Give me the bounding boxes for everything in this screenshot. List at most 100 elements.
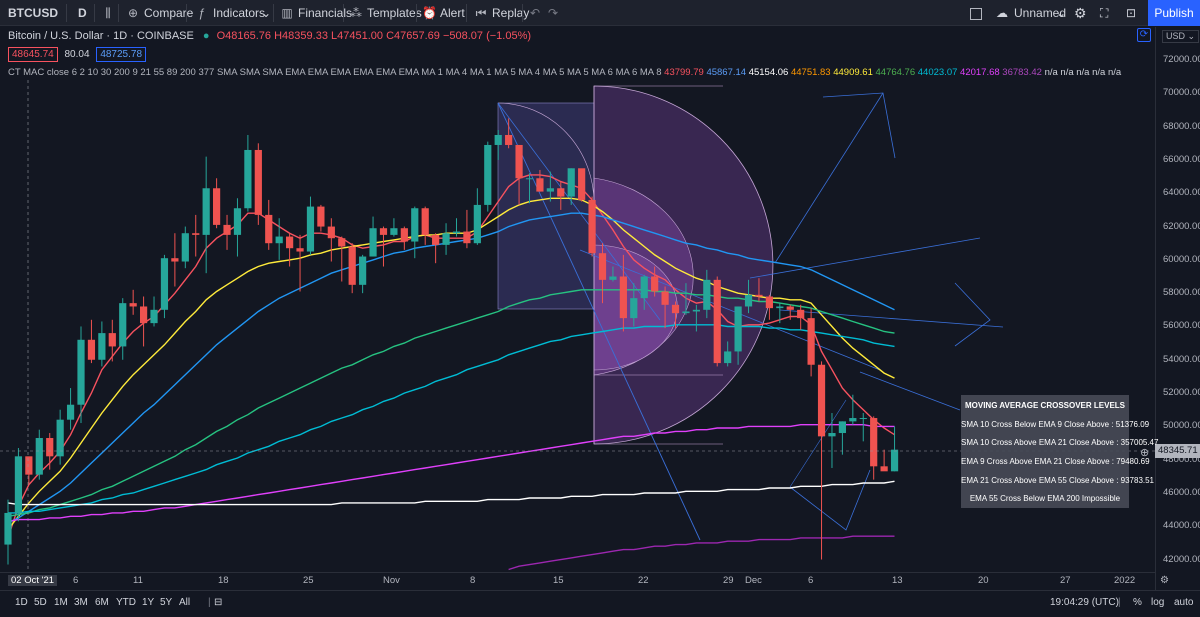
range-1y[interactable]: 1Y <box>142 597 155 608</box>
chevron-down-icon[interactable]: ⌄ <box>1056 6 1067 20</box>
compare-button[interactable]: ⊕ Compare <box>126 0 193 26</box>
trend-line-drawing <box>774 92 884 264</box>
ask-price[interactable]: 48725.78 <box>96 47 147 62</box>
candle-body <box>859 418 867 420</box>
fib-arc-small-drawing <box>497 102 595 206</box>
candle <box>546 171 554 202</box>
range-5d[interactable]: 5D <box>34 597 47 608</box>
candle <box>421 206 429 245</box>
sync-icon[interactable]: ⟳ <box>1137 28 1151 42</box>
currency-selector[interactable]: USD ⌄ <box>1162 30 1200 43</box>
candle-body <box>765 296 773 309</box>
camera-icon[interactable]: ⊡ <box>1126 6 1137 20</box>
templates-button[interactable]: ⁂ Templates <box>349 0 422 26</box>
candle-body <box>160 258 169 310</box>
candle-body <box>536 178 544 192</box>
divider <box>94 4 95 22</box>
add-alert-icon[interactable]: ⊕ <box>1140 447 1150 459</box>
indicator-value: 44023.07 <box>917 67 961 78</box>
symbol-search[interactable]: BTCUSD <box>8 6 58 20</box>
top-toolbar: BTCUSD D ⫼ ⊕ Compare ƒ Indicators ⌄ ▥ Finan… <box>0 0 1200 26</box>
range-6m[interactable]: 6M <box>95 597 109 608</box>
candle-body <box>317 206 325 227</box>
time-axis[interactable] <box>0 572 1155 590</box>
candle <box>46 433 54 470</box>
candle <box>505 118 513 149</box>
candle <box>494 129 502 160</box>
fx-icon: ƒ <box>198 6 206 20</box>
candle-body <box>786 306 794 310</box>
chart-pane[interactable] <box>0 27 1155 590</box>
gear-icon[interactable]: ⚙ <box>1074 5 1087 21</box>
time-tick-label: 22 <box>638 575 649 586</box>
replay-icon: ⏮ <box>475 6 487 20</box>
clock[interactable]: 19:04:29 (UTC) <box>1050 597 1119 608</box>
interval-button[interactable]: D <box>78 6 87 20</box>
candle-body <box>119 303 127 347</box>
candle <box>734 306 742 365</box>
time-tick-label: 25 <box>303 575 314 586</box>
symbol-legend: Bitcoin / U.S. Dollar · 1D · COINBASE ● … <box>8 30 531 42</box>
candle <box>661 286 669 329</box>
range-1d[interactable]: 1D <box>15 597 28 608</box>
candle <box>181 226 189 269</box>
candle <box>870 416 878 480</box>
time-tick-label: 18 <box>218 575 229 586</box>
replay-label: Replay <box>492 6 530 20</box>
currency-label: USD <box>1166 31 1186 41</box>
price-axis[interactable] <box>1155 27 1200 590</box>
indicator-value: 44751.83 <box>790 67 834 78</box>
alert-button[interactable]: ⏰ Alert <box>422 0 465 26</box>
auto-toggle[interactable]: auto <box>1174 597 1194 608</box>
candle-body <box>223 224 231 235</box>
price-tick-label: 56000.00 <box>1163 320 1200 332</box>
plus-circle-icon: ⊕ <box>127 6 139 20</box>
time-tick-label: Nov <box>383 575 400 586</box>
candle <box>755 278 763 302</box>
divider <box>273 4 274 22</box>
replay-button[interactable]: ⏮ Replay <box>474 0 530 26</box>
indicators-button[interactable]: ƒ Indicators <box>195 0 265 26</box>
range-5y[interactable]: 5Y <box>160 597 173 608</box>
time-tick-label: 13 <box>892 575 903 586</box>
bottom-toolbar <box>0 590 1200 617</box>
divider <box>466 4 467 22</box>
candle <box>98 321 106 367</box>
chevron-down-icon[interactable]: ⌄ <box>261 6 272 20</box>
layout-name[interactable]: Unnamed <box>1014 6 1067 20</box>
candle <box>692 304 700 332</box>
bar-style-icon[interactable]: ⫼ <box>105 6 111 20</box>
axis-settings-icon[interactable]: ⚙ <box>1160 575 1169 586</box>
date-range-icon[interactable]: ⊟ <box>214 597 223 608</box>
candle <box>35 429 43 480</box>
range-3m[interactable]: 3M <box>74 597 88 608</box>
candle-body <box>66 404 75 420</box>
candle-body <box>755 294 763 297</box>
percent-toggle[interactable]: % <box>1133 597 1142 608</box>
fullscreen-checkbox-icon[interactable] <box>970 0 982 26</box>
divider: | <box>208 597 211 608</box>
range-all[interactable]: All <box>179 597 191 608</box>
indicator-na-values: n/a n/a n/a n/a n/a <box>1044 67 1122 78</box>
candle <box>682 283 690 315</box>
candle-body <box>588 199 596 254</box>
candle-body <box>724 351 732 364</box>
candle-body <box>640 276 648 299</box>
publish-button[interactable]: Publish <box>1148 0 1200 26</box>
candle-body <box>14 456 23 513</box>
undo-icon[interactable]: ↶ <box>530 6 541 20</box>
fullscreen-icon[interactable]: ⛶ <box>1100 6 1109 20</box>
bid-price[interactable]: 48645.74 <box>8 47 58 62</box>
candle-body <box>880 466 888 472</box>
legend-high: H48359.33 <box>274 30 328 42</box>
range-ytd[interactable]: YTD <box>116 597 136 608</box>
financials-button[interactable]: ▥ Financials <box>280 0 352 26</box>
time-tick-label: Dec <box>745 575 762 586</box>
candle <box>348 243 356 294</box>
candle-body <box>265 214 273 244</box>
candle <box>744 279 753 314</box>
candle <box>4 499 12 565</box>
log-toggle[interactable]: log <box>1151 597 1165 608</box>
redo-icon[interactable]: ↷ <box>548 6 559 20</box>
range-1m[interactable]: 1M <box>54 597 68 608</box>
